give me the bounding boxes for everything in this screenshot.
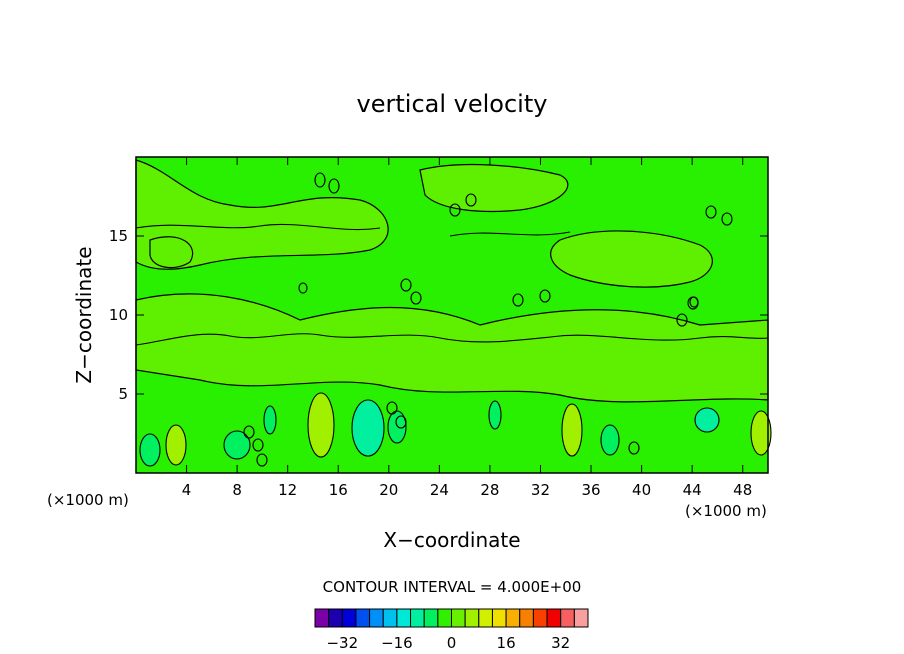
colorbar-cell: [341, 608, 357, 628]
colorbar-cell: [369, 608, 384, 628]
colorbar-cell: [560, 608, 575, 628]
plot-area: [135, 156, 772, 474]
contour-lines: [135, 172, 769, 467]
colorbar-cell: [410, 608, 425, 628]
colorbar-cell: [478, 608, 493, 628]
colorbar-cell: [314, 608, 330, 628]
colorbar-cell: [546, 608, 562, 628]
x-axis-ticks: 4 8 12 16 20 24 28 32 36 40 44 48: [182, 157, 752, 499]
colorbar-cell: [451, 608, 466, 628]
x-tick-label: 8: [232, 481, 242, 499]
colorbar-tick-labels: −32 −16 0 16 32: [326, 634, 570, 652]
x-tick-label: 20: [379, 481, 398, 499]
colorbar-cell: [519, 608, 534, 628]
x-tick-label: 48: [733, 481, 752, 499]
colorbar-cell: [355, 608, 371, 628]
colorbar-tick-label: −32: [326, 634, 358, 652]
x-tick-label: 36: [581, 481, 600, 499]
y-tick-label: 15: [109, 227, 128, 245]
colorbar-cell: [532, 608, 548, 628]
colorbar-cell: [464, 608, 480, 628]
colorbar-tick-label: 16: [497, 634, 516, 652]
colorbar-tick-label: 0: [447, 634, 457, 652]
contour-interval-label: CONTOUR INTERVAL = 4.000E+00: [323, 578, 582, 596]
x-tick-label: 28: [480, 481, 499, 499]
x-tick-label: 24: [430, 481, 449, 499]
colorbar-cell: [573, 608, 589, 628]
colorbar-cell: [437, 608, 453, 628]
x-tick-label: 16: [329, 481, 348, 499]
x-tick-label: 32: [531, 481, 550, 499]
colorbar-tick-label: −16: [381, 634, 413, 652]
colorbar-cell: [396, 608, 412, 628]
y-tick-label: 5: [118, 385, 128, 403]
colorbar-cell: [505, 608, 521, 628]
y-tick-label: 10: [109, 306, 128, 324]
colorbar-tick-label: 32: [551, 634, 570, 652]
colorbar-cell: [328, 608, 343, 628]
x-units-left: (×1000 m): [47, 491, 129, 509]
x-axis-label: X−coordinate: [383, 528, 520, 552]
colorbar-cell: [382, 608, 398, 628]
chart-title: vertical velocity: [357, 90, 548, 118]
y-axis-label: Z−coordinate: [72, 246, 96, 383]
colorbar-cell: [423, 608, 439, 628]
x-tick-label: 12: [278, 481, 297, 499]
x-tick-label: 44: [683, 481, 702, 499]
colorbar-cell: [491, 608, 507, 628]
x-tick-label: 4: [182, 481, 192, 499]
y-axis-ticks: 5 10 15: [109, 227, 768, 403]
x-tick-label: 40: [632, 481, 651, 499]
colorbar: [314, 608, 589, 628]
x-units-right: (×1000 m): [685, 502, 767, 520]
